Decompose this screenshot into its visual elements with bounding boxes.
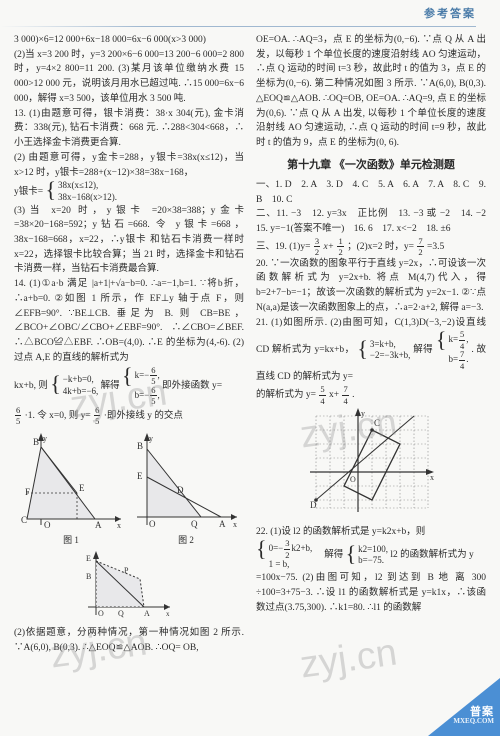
- svg-text:P: P: [124, 566, 129, 575]
- svg-text:x: x: [430, 473, 434, 482]
- ans-section-1: 一、1. D 2. A 3. D 4. C 5. A 6. A 7. A 8. …: [256, 178, 486, 207]
- svg-text:B: B: [137, 441, 143, 451]
- right-column: OE=OA. ∴AQ=3，点 E 的坐标为(0,−6). ∵点 Q 从 A 出发…: [256, 33, 486, 655]
- svg-text:B: B: [33, 437, 39, 447]
- left-p1: 3 000)×6=12 000+6x−18 000=6x−6 000(x>3 0…: [14, 33, 244, 48]
- svg-text:A: A: [144, 609, 150, 618]
- svg-text:D: D: [177, 485, 184, 495]
- svg-text:O: O: [44, 520, 51, 529]
- svg-text:O: O: [149, 519, 156, 529]
- unit-title: 第十九章 《一次函数》单元检测题: [256, 157, 486, 174]
- piecewise-bracket: 38x(x≤12), 38x−168(x>12).: [45, 180, 116, 203]
- left-p11: (2)依据题意，分两种情况，第一种情况如图 2 所示. ∵A(6,0), B(0…: [14, 626, 244, 655]
- corner-badge: 普案 MXEQ.COM: [428, 678, 500, 736]
- piecewise-label: y银卡=: [14, 187, 43, 197]
- svg-text:E: E: [86, 554, 91, 563]
- figure-3-small: E B P O Q A x: [14, 549, 244, 625]
- svg-text:y: y: [361, 409, 365, 418]
- piece-top: 38x(x≤12),: [58, 180, 117, 192]
- left-column: 3 000)×6=12 000+6x−18 000=6x−6 000(x>3 0…: [14, 33, 244, 655]
- left-p4: (2) 由题意可得，y金卡=288，y银卡=38x(x≤12)，当 x>12 时…: [14, 151, 244, 180]
- left-p6: 14. (1)①a·b 满足 |a+1|+√a−b=0. ∴a=−1,b=1. …: [14, 277, 244, 365]
- case1: −k+b=0, 4k+b=−6,: [50, 374, 98, 397]
- grid-figure: C D O x y: [256, 408, 486, 522]
- left-piecewise: y银卡= 38x(x≤12), 38x−168(x>12).: [14, 180, 244, 203]
- svg-text:E: E: [79, 483, 85, 493]
- right-q19: 三、19. (1)y= 32 x+ 12 ；(2)x=2 时，y= 72 =3.…: [256, 237, 486, 257]
- svg-text:C: C: [21, 515, 27, 525]
- right-p5: 21. (1)如图所示. (2)由图可知，C(1,3)D(−3,−2)设直线 C…: [256, 316, 486, 385]
- case2: k=−65, b=−65,: [122, 366, 160, 406]
- svg-text:C: C: [374, 418, 380, 428]
- figures-row: y B E C A F O x 图 1: [14, 429, 244, 549]
- svg-text:O: O: [98, 609, 104, 618]
- left-p3: 13. (1)由题意可得，银卡消费：38·x 304(元), 金卡消费：338(…: [14, 107, 244, 151]
- left-p2: (2)当 x=3 200 时，y=3 200×6−6 000=13 200−6 …: [14, 48, 244, 107]
- svg-text:F: F: [25, 487, 30, 497]
- svg-text:Q: Q: [118, 609, 124, 618]
- fig1-caption: 图 1: [17, 534, 125, 548]
- left-p9: 65 ·1. 令 x=0, 则 y= 65 ·即外接线 y 的交点: [14, 406, 244, 426]
- fig2-caption: 图 2: [131, 534, 241, 548]
- svg-text:A: A: [95, 520, 102, 529]
- piece-bot: 38x−168(x>12).: [58, 192, 117, 204]
- right-p7: =100x−75. (2)由图可知，l2 到达到 B 地 离 300 ÷100=…: [256, 571, 486, 615]
- page-header: 参考答案: [0, 0, 500, 29]
- svg-text:B: B: [86, 572, 91, 581]
- svg-text:y: y: [43, 434, 47, 443]
- content: 3 000)×6=12 000+6x−18 000=6x−6 000(x>3 0…: [0, 29, 500, 655]
- svg-text:x: x: [166, 610, 170, 618]
- right-p6b: 0=−32k2+b, 1 = b, 解得 k2=100, b=−75. l2 的…: [256, 539, 486, 571]
- right-p4: 20. ∵一次函数的图象平行于直线 y=2x，∴可设该一次函数解析式为 y=2x…: [256, 257, 486, 316]
- case1a: −k+b=0,: [63, 374, 98, 386]
- case1b: 4k+b=−6,: [63, 386, 98, 398]
- svg-text:O: O: [350, 475, 356, 484]
- svg-text:A: A: [219, 519, 226, 529]
- ans-section-2: 二、11. −3 12. y=3x 正比例 13. −3 或 −2 14. −2…: [256, 207, 486, 236]
- svg-text:y: y: [149, 434, 153, 443]
- svg-text:x: x: [117, 521, 121, 529]
- left-eq: kx+b, 则 −k+b=0, 4k+b=−6, 解得 k=−65, b=−65…: [14, 366, 244, 406]
- case2a: k=−65,: [135, 366, 160, 386]
- figure-2: y B E O Q A D x 图 2: [131, 429, 241, 549]
- eq-rest: 即外接函数 y=: [162, 381, 222, 391]
- right-p1: OE=OA. ∴AQ=3，点 E 的坐标为(0,−6). ∵点 Q 从 A 出发…: [256, 33, 486, 151]
- svg-text:E: E: [137, 471, 143, 481]
- svg-text:x: x: [233, 520, 237, 529]
- right-p5d: 的解析式为 y= 54 x+ 74 .: [256, 385, 486, 405]
- badge-sub: MXEQ.COM: [453, 718, 494, 726]
- solve-text: 解得: [101, 381, 120, 391]
- eq-lhs: kx+b, 则: [14, 381, 48, 391]
- figure-1: y B E C A F O x 图 1: [17, 429, 125, 549]
- svg-text:D: D: [310, 500, 317, 510]
- right-p6: 22. (1)设 l2 的函数解析式是 y=k2x+b，则: [256, 525, 486, 540]
- left-p5: (3)当 x=20 时，y银卡 =20×38=388；y金卡=38×20−168…: [14, 204, 244, 278]
- case2b: b=−65,: [135, 386, 160, 406]
- svg-text:Q: Q: [191, 519, 198, 529]
